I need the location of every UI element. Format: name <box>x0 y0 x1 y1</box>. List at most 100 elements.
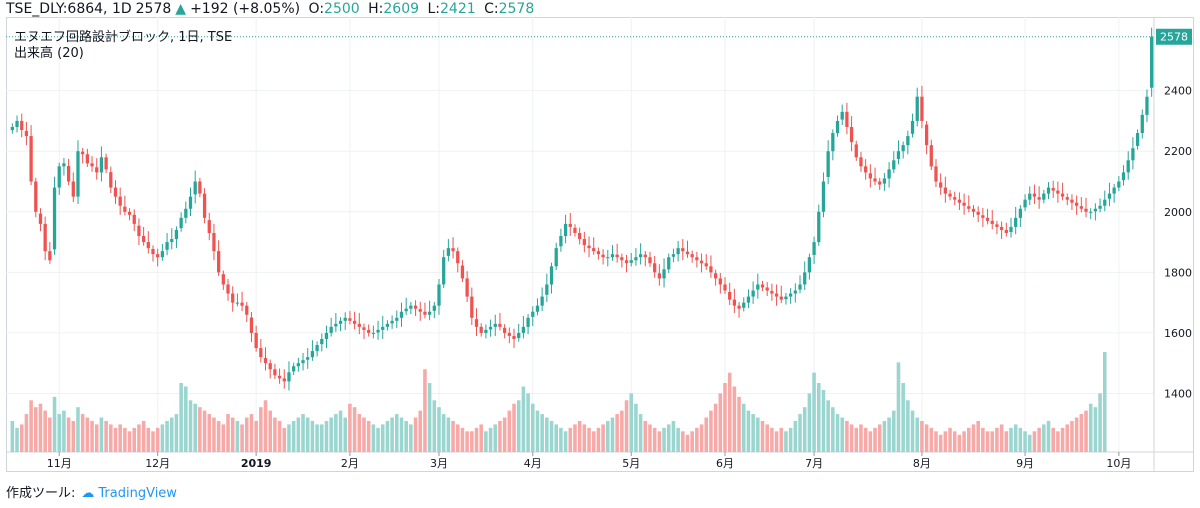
volume-bar <box>418 410 423 452</box>
volume-bar <box>80 414 85 452</box>
volume-bar <box>123 427 127 452</box>
volume-bar <box>699 424 704 452</box>
volume-bar <box>849 424 854 452</box>
candle-body <box>868 173 872 179</box>
time-tick-label: 8月 <box>913 457 931 470</box>
tradingview-brand[interactable]: TradingView <box>98 486 177 501</box>
volume-bar <box>835 414 840 452</box>
price-tick-label: 1400 <box>1164 387 1192 400</box>
candle-body <box>1150 36 1154 88</box>
candle-body <box>587 245 591 249</box>
candle-body <box>367 329 371 333</box>
candle-body <box>179 217 183 229</box>
volume-bar <box>118 424 122 452</box>
volume-bar <box>957 434 962 452</box>
candle-body <box>573 227 577 233</box>
candle-body <box>1145 96 1149 115</box>
candle-body <box>606 257 610 259</box>
volume-bar <box>390 417 394 452</box>
tradingview-logo-icon[interactable]: ☁ <box>81 486 95 501</box>
candle-body <box>109 172 113 188</box>
candle-body <box>465 278 469 297</box>
candle-body <box>193 181 197 195</box>
volume-bar <box>615 414 619 452</box>
candle-body <box>245 305 249 315</box>
candle-body <box>24 130 29 137</box>
candle-body <box>212 232 216 252</box>
candle-body <box>184 208 188 218</box>
candle-body <box>99 157 104 173</box>
volume-bar <box>19 424 24 452</box>
volume-bar <box>1060 427 1065 452</box>
candle-body <box>967 206 971 209</box>
candle-body <box>1126 160 1130 173</box>
time-axis[interactable]: 11月 12月 2019 2月 3月 4月 5月 6月 7月 8月 9月 10月 <box>47 452 1132 470</box>
candle-body <box>554 248 558 267</box>
candle-body <box>854 144 858 158</box>
volume-bar <box>549 420 554 452</box>
price-chart[interactable]: 1400 1600 1800 2000 2200 2400 2578 11月 12月 2019 2… <box>6 17 1194 472</box>
close-label: C: <box>484 1 499 17</box>
chart-area[interactable]: 1400 1600 1800 2000 2200 2400 2578 11月 12月 2019 2… <box>6 17 1194 472</box>
volume-bar <box>662 427 666 452</box>
candle-body <box>1079 206 1083 209</box>
candle-body <box>306 357 310 360</box>
candle-body <box>713 273 718 279</box>
volume-bar <box>634 403 638 452</box>
volume-bar <box>399 417 404 452</box>
volume-bar <box>301 414 305 452</box>
volume-bar <box>216 420 221 452</box>
candle-body <box>1117 181 1121 188</box>
volume-bar <box>638 414 643 452</box>
symbol-name[interactable]: TSE_DLY:6864, 1D <box>6 1 132 17</box>
volume-bar <box>305 417 310 452</box>
volume-bar <box>976 420 980 452</box>
candle-body <box>90 163 94 167</box>
volume-bar <box>816 383 821 452</box>
volume-bar <box>821 389 826 452</box>
volume-bar <box>695 427 699 452</box>
candle-body <box>456 251 460 264</box>
candle-body <box>676 248 680 255</box>
time-tick-label: 2月 <box>341 457 359 470</box>
candle-body <box>578 232 582 240</box>
candle-body <box>1018 208 1023 218</box>
candle-body <box>849 126 854 143</box>
candle-body <box>470 296 474 318</box>
candle-body <box>446 248 451 256</box>
candle-body <box>756 284 760 290</box>
volume-bar <box>737 396 741 452</box>
price-axis[interactable]: 1400 1600 1800 2000 2200 2400 2578 <box>1156 28 1192 401</box>
price-change: +192 (+8.05%) <box>190 1 301 17</box>
volume-bar <box>179 383 183 452</box>
open-value: 2500 <box>324 1 360 17</box>
volume-bar <box>606 420 610 452</box>
volume-bar <box>352 407 357 452</box>
candle-body <box>301 360 305 364</box>
candle-body <box>1014 217 1018 227</box>
volume-bar <box>915 417 920 452</box>
candle-body <box>835 120 840 134</box>
volume-bar <box>66 417 71 452</box>
volume-bar <box>587 427 591 452</box>
candle-body <box>460 265 465 279</box>
candle-body <box>896 151 901 159</box>
candle-body <box>1023 199 1027 208</box>
volume-bar <box>109 424 113 452</box>
candle-body <box>563 223 568 237</box>
candle-body <box>1121 172 1126 181</box>
volume-bar <box>788 427 793 452</box>
volume-bar <box>212 417 216 452</box>
candle-body <box>779 296 783 300</box>
footer-label: 作成ツール: <box>6 486 76 501</box>
candle-body <box>160 251 165 258</box>
candle-body <box>10 126 14 131</box>
volume-bar <box>554 424 558 452</box>
candle-body <box>845 111 849 127</box>
volume-bar <box>287 424 291 452</box>
volume-bar <box>57 414 62 452</box>
volume-bar <box>629 393 634 452</box>
candle-body <box>681 248 685 252</box>
price-tick-label: 2000 <box>1164 206 1192 219</box>
candle-body <box>657 273 662 279</box>
